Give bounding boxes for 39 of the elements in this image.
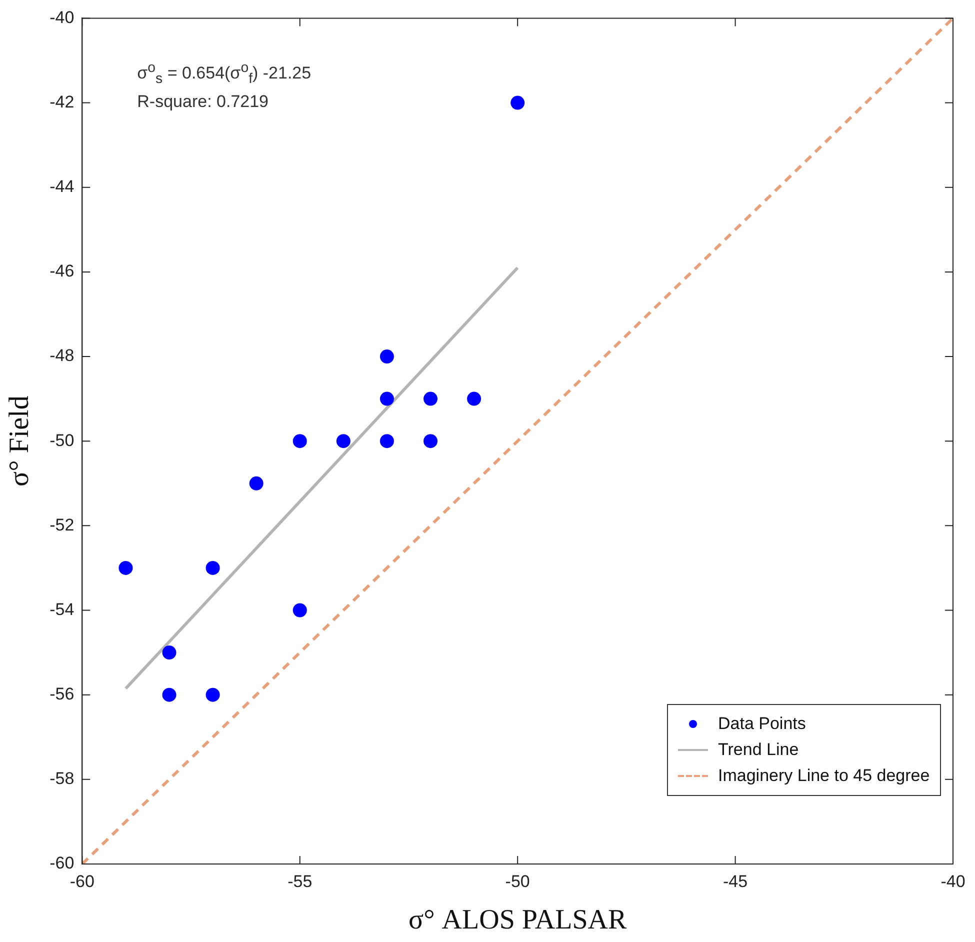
x-axis-title: σ° ALOS PALSAR bbox=[408, 904, 628, 936]
point bbox=[424, 434, 438, 448]
annotation: R-square: 0.7219 bbox=[137, 90, 270, 113]
x-tick-label: -60 bbox=[70, 872, 94, 891]
y-tick-label: -42 bbox=[50, 92, 74, 112]
y-tick-label: -44 bbox=[50, 177, 74, 196]
legend-label: Imaginery Line to 45 degree bbox=[718, 766, 930, 786]
y-tick-label: -40 bbox=[50, 8, 74, 27]
legend-label: Trend Line bbox=[718, 740, 799, 760]
point bbox=[467, 392, 482, 406]
y-tick-label: -54 bbox=[50, 600, 74, 619]
y-tick-label: -56 bbox=[50, 684, 74, 704]
y-tick-label: -58 bbox=[50, 769, 74, 788]
point bbox=[424, 392, 438, 406]
point bbox=[249, 476, 264, 490]
x-tick-label: -55 bbox=[288, 872, 312, 891]
point bbox=[336, 434, 350, 448]
point bbox=[206, 688, 220, 702]
point bbox=[292, 434, 307, 448]
x-tick-label: -40 bbox=[940, 872, 966, 891]
point bbox=[162, 688, 176, 702]
point bbox=[118, 560, 133, 575]
y-tick-label: -48 bbox=[50, 346, 74, 366]
point bbox=[206, 560, 220, 575]
point bbox=[292, 603, 307, 618]
y-tick-label: -46 bbox=[50, 262, 74, 281]
point bbox=[510, 96, 525, 110]
x-tick-label: -45 bbox=[723, 872, 748, 891]
legend-label: Data Points bbox=[718, 714, 806, 734]
x-tick-label: -50 bbox=[505, 872, 530, 891]
y-tick-label: -52 bbox=[50, 515, 74, 534]
point bbox=[380, 434, 394, 448]
y-tick-label: -50 bbox=[50, 430, 74, 450]
annotation: σ$^{o}$$_{s}$ = 0.654(σ$^{o}$$_{f}$) -21.25 bbox=[137, 59, 312, 90]
y-axis-title: σ° Field bbox=[4, 396, 36, 487]
point bbox=[380, 350, 394, 364]
point bbox=[380, 392, 394, 406]
point bbox=[162, 646, 176, 660]
y-tick-label: -60 bbox=[50, 854, 74, 873]
